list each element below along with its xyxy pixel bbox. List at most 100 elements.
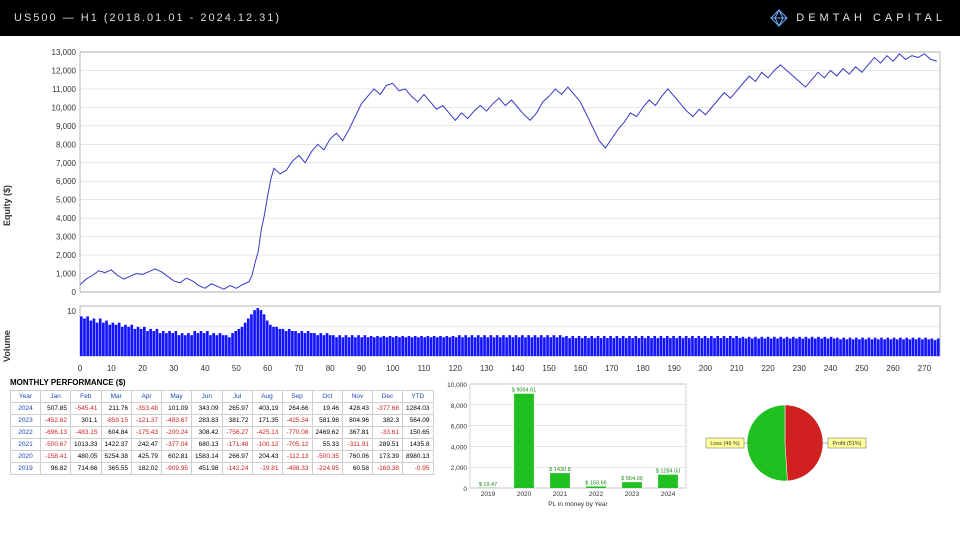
svg-text:2021: 2021 (552, 491, 567, 498)
svg-text:0: 0 (78, 364, 83, 373)
svg-text:260: 260 (886, 364, 900, 373)
svg-text:5,000: 5,000 (56, 196, 77, 205)
svg-text:11,000: 11,000 (52, 85, 76, 94)
perf-col-header: YTD (403, 391, 434, 403)
perf-col-header: Apr (132, 391, 162, 403)
perf-col-header: Mar (101, 391, 132, 403)
svg-text:40: 40 (201, 364, 210, 373)
svg-text:120: 120 (449, 364, 463, 373)
svg-text:90: 90 (357, 364, 366, 373)
page-title: US500 — H1 (2018.01.01 - 2024.12.31) (14, 12, 281, 24)
perf-col-header: Year (11, 391, 41, 403)
svg-text:100: 100 (386, 364, 400, 373)
perf-col-header: Oct (312, 391, 343, 403)
brand: DEMTAH CAPITAL (770, 9, 946, 27)
svg-text:4,000: 4,000 (56, 214, 77, 223)
svg-text:160: 160 (574, 364, 588, 373)
svg-text:210: 210 (730, 364, 744, 373)
svg-text:220: 220 (761, 364, 775, 373)
brand-name: DEMTAH CAPITAL (796, 12, 946, 24)
svg-text:270: 270 (918, 364, 932, 373)
svg-text:2022: 2022 (588, 491, 603, 498)
svg-text:230: 230 (793, 364, 807, 373)
svg-text:7,000: 7,000 (56, 159, 77, 168)
svg-text:6,000: 6,000 (56, 177, 77, 186)
svg-text:0: 0 (463, 486, 467, 493)
svg-text:140: 140 (511, 364, 525, 373)
svg-text:2024: 2024 (660, 491, 675, 498)
svg-text:190: 190 (668, 364, 682, 373)
svg-text:10,000: 10,000 (52, 103, 77, 112)
svg-text:$ 1430.8: $ 1430.8 (549, 467, 570, 473)
table-row: 2022-696.13-483.15604.84-175.43-200.2430… (11, 427, 434, 439)
svg-text:20: 20 (138, 364, 147, 373)
svg-text:3,000: 3,000 (56, 233, 77, 242)
svg-text:130: 130 (480, 364, 494, 373)
svg-text:10,000: 10,000 (447, 382, 467, 389)
svg-text:9,000: 9,000 (56, 122, 77, 131)
perf-col-header: Jun (192, 391, 223, 403)
equity-chart: 0 1,000 2,000 3,000 4,000 5,000 6,000 7,000 8,00… (50, 42, 950, 302)
volume-y-label: Volume (2, 330, 12, 362)
svg-text:8,000: 8,000 (450, 403, 467, 410)
table-row: 2023-452.62301.1-859.15-121.37-483.67283… (11, 415, 434, 427)
svg-text:2023: 2023 (624, 491, 639, 498)
svg-text:2020: 2020 (516, 491, 531, 498)
perf-col-header: May (162, 391, 192, 403)
svg-text:60: 60 (263, 364, 272, 373)
svg-text:Profit (51%): Profit (51%) (832, 441, 861, 447)
profit-loss-pie: Loss (49 %) Profit (51%) (700, 388, 870, 498)
svg-text:10: 10 (107, 364, 116, 373)
brand-logo-icon (770, 9, 788, 27)
table-row: 2020-158.41480.055254.38425.79602.811583… (11, 451, 434, 463)
svg-text:180: 180 (636, 364, 650, 373)
svg-text:12,000: 12,000 (52, 66, 77, 75)
perf-col-header: Nov (343, 391, 373, 403)
svg-text:13,000: 13,000 (52, 48, 77, 57)
svg-text:$ 150.66: $ 150.66 (585, 480, 606, 486)
svg-text:PL in money by Year: PL in money by Year (548, 501, 608, 508)
equity-y-label: Equity ($) (2, 185, 12, 226)
header-bar: US500 — H1 (2018.01.01 - 2024.12.31) DEM… (0, 0, 960, 36)
svg-text:$ 19.47: $ 19.47 (478, 482, 496, 488)
perf-col-header: Sep (282, 391, 312, 403)
svg-text:200: 200 (699, 364, 713, 373)
perf-col-header: Jul (222, 391, 252, 403)
monthly-perf-table: YearJanFebMarAprMayJunJulAugSepOctNovDec… (10, 390, 434, 475)
svg-text:250: 250 (855, 364, 869, 373)
svg-text:$ 564.09: $ 564.09 (621, 476, 642, 482)
svg-text:2019: 2019 (480, 491, 495, 498)
svg-text:240: 240 (824, 364, 838, 373)
svg-text:$ 1284.03: $ 1284.03 (655, 469, 679, 475)
svg-text:$ 9064.61: $ 9064.61 (511, 388, 535, 394)
svg-text:70: 70 (294, 364, 303, 373)
monthly-perf-section: MONTHLY PERFORMANCE ($) YearJanFebMarApr… (10, 378, 434, 508)
svg-text:30: 30 (169, 364, 178, 373)
svg-text:170: 170 (605, 364, 619, 373)
svg-text:10: 10 (67, 307, 76, 316)
table-row: 2024507.85-545.41211.76-353.48101.09343.… (11, 403, 434, 415)
svg-text:150: 150 (542, 364, 556, 373)
pl-by-year-chart: 0 2,000 4,000 6,000 8,000 10,000 $ 19.47 2019 $ … (442, 378, 692, 508)
perf-col-header: Aug (252, 391, 282, 403)
svg-text:8,000: 8,000 (56, 140, 77, 149)
svg-text:50: 50 (232, 364, 241, 373)
svg-text:2,000: 2,000 (450, 465, 467, 472)
perf-col-header: Dec (373, 391, 403, 403)
svg-text:6,000: 6,000 (450, 424, 467, 431)
perf-col-header: Jan (41, 391, 71, 403)
svg-text:4,000: 4,000 (450, 444, 467, 451)
monthly-perf-title: MONTHLY PERFORMANCE ($) (10, 378, 434, 387)
pie-section: Loss (49 %) Profit (51%) (700, 378, 870, 508)
volume-chart: 1001020304050607080901001101201301401501… (50, 302, 950, 374)
svg-text:2,000: 2,000 (56, 251, 77, 260)
svg-text:0: 0 (72, 288, 77, 297)
perf-col-header: Feb (71, 391, 102, 403)
table-row: 2021-500.671013.331422.37242.47-377.0468… (11, 439, 434, 451)
svg-text:80: 80 (326, 364, 335, 373)
pl-by-year-section: 0 2,000 4,000 6,000 8,000 10,000 $ 19.47 2019 $ … (442, 378, 692, 508)
svg-text:1,000: 1,000 (56, 270, 77, 279)
svg-text:Loss (49 %): Loss (49 %) (710, 441, 740, 447)
svg-text:110: 110 (418, 364, 431, 373)
table-row: 201996.82714.66365.55182.02-909.95451.98… (11, 463, 434, 475)
